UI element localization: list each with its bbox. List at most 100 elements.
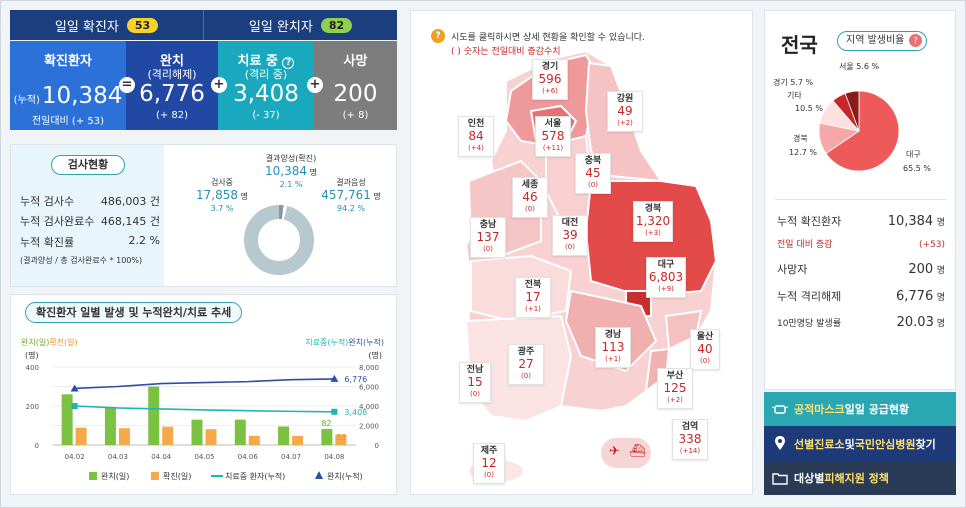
region-count: 338 xyxy=(678,432,702,446)
row-label: 사망자 xyxy=(777,263,808,276)
stat-released[interactable]: 완치 (격리해제) 6,776 (+ 82) xyxy=(126,41,218,130)
region-marker[interactable]: 대구 6,803 (+9) xyxy=(646,257,686,298)
test-donut-chart xyxy=(244,205,314,275)
region-marker[interactable]: 광주 27 (0) xyxy=(508,344,544,385)
region-name: 광주 xyxy=(517,347,535,357)
region-name: 전남 xyxy=(466,365,484,375)
region-marker[interactable]: 검역 338 (+14) xyxy=(672,419,708,460)
row-value: 6,776 xyxy=(896,289,934,304)
region-marker[interactable]: 울산 40 (0) xyxy=(690,329,720,370)
x-tick-label: 04.04 xyxy=(151,453,172,461)
released-cum-point xyxy=(70,384,79,392)
trend-chart-title: 확진환자 일별 발생 및 누적완치/치료 추세 xyxy=(25,302,243,323)
region-delta: (+2) xyxy=(617,119,633,127)
region-marker[interactable]: 강원 49 (+2) xyxy=(607,91,643,132)
clinic-finder-link[interactable]: 선별진료소 및 국민안심병원 찾기 xyxy=(764,426,956,461)
region-count: 12 xyxy=(481,456,497,470)
region-delta: (0) xyxy=(484,471,494,479)
region-marker[interactable]: 세종 46 (0) xyxy=(512,177,548,218)
test-rate-note: (결과양성 / 총 검사완료수 * 100%) xyxy=(20,256,143,265)
left-axis-label-released: 완치(일) xyxy=(21,338,50,347)
x-tick-label: 04.05 xyxy=(194,453,214,461)
positive-label: 결과양성(확진) xyxy=(265,154,317,163)
stat-confirmed-delta: 전일대비 (+ 53) xyxy=(31,116,105,127)
legend-swatch xyxy=(315,471,323,479)
row-value: (+53) xyxy=(918,240,945,250)
help-icon[interactable]: ? xyxy=(282,57,295,69)
region-count: 40 xyxy=(697,342,713,356)
region-marker[interactable]: 전남 15 (0) xyxy=(459,362,491,403)
region-marker[interactable]: 대전 39 (0) xyxy=(552,215,588,256)
stat-treatment-title: 치료 중 xyxy=(237,54,278,69)
support-policy-link[interactable]: 대상별 피해지원 정책 xyxy=(764,461,956,495)
in-treatment-line xyxy=(74,405,335,413)
region-count: 113 xyxy=(601,340,625,354)
region-name: 경남 xyxy=(604,330,622,340)
bar-released-daily xyxy=(191,419,203,445)
region-marker[interactable]: 충북 45 (0) xyxy=(575,153,611,194)
region-delta: (+14) xyxy=(679,447,701,455)
region-marker[interactable]: 제주 12 (0) xyxy=(473,443,505,484)
region-marker[interactable]: 충남 137 (0) xyxy=(470,217,506,258)
divider xyxy=(775,199,947,200)
positive-pct: 2.1 % xyxy=(279,180,303,189)
stat-confirmed-prefix: (누적) xyxy=(13,95,40,106)
region-name: 제주 xyxy=(480,446,498,456)
left-tick-label: 200 xyxy=(26,403,39,411)
legend-swatch xyxy=(151,472,159,480)
region-marker[interactable]: 경남 113 (+1) xyxy=(595,327,631,368)
region-marker[interactable]: 전북 17 (+1) xyxy=(515,277,551,318)
national-row: 사망자 200 명 xyxy=(777,261,945,277)
region-marker[interactable]: 경기 596 (+6) xyxy=(532,59,568,100)
test-row-value: 486,003 건 xyxy=(100,195,160,208)
region-marker[interactable]: 인천 84 (+4) xyxy=(458,116,494,157)
region-name: 인천 xyxy=(467,119,485,129)
daily-confirmed: 일일 확진자 53 xyxy=(10,10,204,40)
stat-released-delta: (+ 82) xyxy=(155,110,189,121)
link-text-2: 찾기 xyxy=(915,437,936,451)
stat-confirmed[interactable]: 확진환자 (누적) 10,384 전일대비 (+ 53) xyxy=(10,41,126,130)
region-marker[interactable]: 서울 578 (+11) xyxy=(535,116,571,157)
pie-pct: 5.7 % xyxy=(790,78,814,87)
info-icon: ? xyxy=(431,29,445,43)
stat-in-treatment[interactable]: 치료 중 ? (격리 중) 3,408 (- 37) xyxy=(218,41,314,130)
legend-label: 치료중 환자(누적) xyxy=(225,471,285,481)
national-summary-panel: 전국 지역 발생비율? 서울 5.6 % 경기 5.7 % 기타 10.5 % … xyxy=(764,10,956,390)
region-name: 부산 xyxy=(666,371,684,381)
legend-label: 완치(누적) xyxy=(327,471,363,481)
row-unit: 명 xyxy=(936,266,945,276)
region-ratio-button[interactable]: 지역 발생비율? xyxy=(837,31,927,51)
region-count: 578 xyxy=(541,129,565,143)
x-tick-label: 04.03 xyxy=(108,453,128,461)
mask-supply-link[interactable]: 공적마스크 일일 공급현황 xyxy=(764,392,956,426)
stat-deaths[interactable]: 사망 200 (+ 8) xyxy=(314,41,397,130)
region-count: 125 xyxy=(663,381,687,395)
airplane-icon: ✈ xyxy=(609,444,620,459)
quarantine-marker[interactable]: ✈ ⛴ xyxy=(601,438,651,468)
region-delta: (0) xyxy=(521,372,531,380)
link-text: 및 xyxy=(844,437,855,451)
stat-treatment-delta: (- 37) xyxy=(252,110,280,121)
bar-confirmed-daily xyxy=(162,426,174,445)
test-row: 누적 검사수 486,003 건 xyxy=(20,193,160,209)
test-row-value: 468,145 건 xyxy=(100,215,160,228)
bar-confirmed-daily xyxy=(335,434,347,445)
legend-label: 완치(일) xyxy=(101,472,129,481)
stat-confirmed-value: 10,384 xyxy=(41,83,123,109)
right-tick-label: 8,000 xyxy=(359,364,379,372)
pie-label-daegu: 대구 xyxy=(906,150,921,159)
pie-label-gyeongbuk: 경북 xyxy=(793,134,808,143)
pie-pct-gyeongbuk: 12.7 % xyxy=(789,148,817,157)
link-text: 대상별 xyxy=(794,472,825,485)
right-tick-label: 2,000 xyxy=(359,423,379,431)
region-delta: (+11) xyxy=(542,144,564,152)
region-marker[interactable]: 경북 1,320 (+3) xyxy=(633,201,673,242)
daily-released-label: 일일 완치자 xyxy=(248,19,313,35)
positive-unit: 명 xyxy=(309,168,317,177)
region-count: 17 xyxy=(525,290,541,304)
region-name: 검역 xyxy=(681,422,699,432)
daily-released-badge: 82 xyxy=(320,17,353,33)
region-marker[interactable]: 부산 125 (+2) xyxy=(657,368,693,409)
help-icon[interactable]: ? xyxy=(909,34,922,47)
testing-pct: 3.7 % xyxy=(210,204,234,213)
